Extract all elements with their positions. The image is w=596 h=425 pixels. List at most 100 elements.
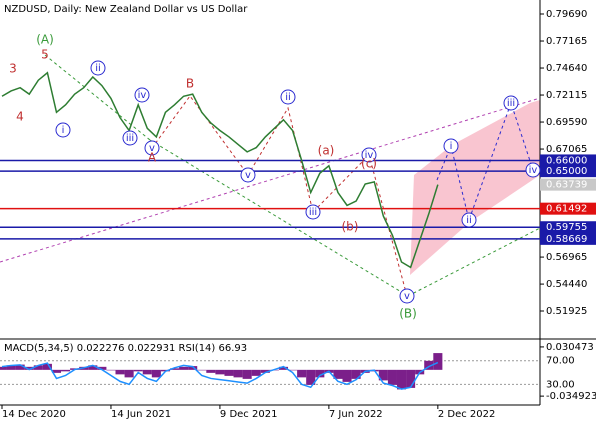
x-tick-label: 7 Jun 2022 [329, 409, 383, 420]
y-tick-label: 0.67065 [546, 144, 587, 155]
trend-line [149, 139, 409, 297]
y-tick-label: 0.74640 [546, 63, 587, 74]
macd-bar [115, 369, 125, 375]
wave-circle [134, 87, 150, 103]
level-label: 0.65000 [546, 166, 587, 177]
price-line [1, 71, 439, 269]
macd-bar [260, 369, 270, 373]
level-tag [540, 165, 596, 178]
wave-label: 5 [41, 48, 49, 62]
trend-line [0, 97, 541, 263]
wave-circle [503, 95, 519, 111]
wave-label: v [245, 170, 251, 181]
y-tick-label: 0.030473 [546, 342, 594, 353]
macd-bar [342, 369, 352, 382]
macd-bar [179, 366, 189, 370]
macd-bar [288, 369, 298, 371]
y-tick-label: 0.69590 [546, 117, 587, 128]
level-tag [540, 232, 596, 245]
macd-bar [333, 369, 343, 379]
rsi-line [1, 361, 439, 390]
macd-bar [206, 369, 216, 373]
level-label: 0.61492 [546, 204, 587, 215]
wave-label: ii [95, 63, 101, 74]
macd-bar [406, 369, 416, 388]
x-tick-label: 14 Dec 2020 [2, 409, 66, 420]
macd-bar [88, 365, 98, 370]
macd-bar [242, 369, 252, 379]
wave-circle [399, 288, 415, 304]
macd-bar [15, 364, 25, 370]
macd-bar [351, 369, 361, 379]
wave-circle [305, 204, 321, 220]
macd-bar [251, 369, 261, 376]
price-label: 0.63739 [546, 180, 587, 191]
macd-bar [188, 366, 198, 370]
macd-bar [424, 360, 434, 370]
wave-label: iv [138, 90, 147, 101]
price-tag [540, 178, 596, 191]
wave-label: iii [309, 207, 317, 218]
macd-bar [215, 369, 225, 375]
macd-bar [396, 369, 407, 390]
macd-bar [278, 366, 289, 370]
wave-circle [361, 147, 377, 163]
wave-label: v [404, 291, 410, 302]
wave-label: A [148, 151, 157, 165]
y-tick-label: 0.56965 [546, 252, 587, 263]
macd-bar [0, 366, 7, 370]
y-tick-label: 0.51925 [546, 306, 587, 317]
macd-bar [151, 369, 161, 378]
wave-label: (b) [342, 220, 359, 234]
wave-circle [55, 122, 71, 138]
wave-circle [443, 138, 459, 154]
macd-bar [306, 369, 316, 385]
forecast-channel [410, 100, 540, 275]
wave-circle [525, 162, 541, 178]
y-tick-label: 0.79690 [546, 9, 587, 20]
macd-bar [315, 369, 325, 378]
level-label: 0.66000 [546, 155, 587, 166]
macd-bar [106, 369, 116, 371]
macd-bar [42, 363, 52, 370]
macd-bar [124, 369, 134, 378]
level-label: 0.58669 [546, 234, 587, 245]
macd-bar [224, 369, 234, 376]
macd-bar [97, 366, 107, 370]
macd-bar [433, 353, 443, 370]
macd-bar [378, 369, 388, 381]
macd-bar [233, 369, 243, 378]
y-tick-label: 0.72115 [546, 90, 587, 101]
wave-label: i [62, 125, 65, 136]
trend-line [407, 227, 541, 297]
macd-bar [61, 369, 71, 372]
wave-label: ii [466, 215, 472, 226]
macd-bar [6, 365, 16, 370]
wave-label: iv [529, 165, 538, 176]
wave-circle [461, 212, 477, 228]
y-tick-label: 0.77165 [546, 36, 587, 47]
level-tag [540, 221, 596, 234]
y-tick-label: -0.034923 [546, 391, 596, 402]
x-tick-label: 14 Jun 2021 [111, 409, 171, 420]
level-tag [540, 154, 596, 167]
y-tick-label: 30.00 [546, 379, 575, 390]
macd-bar [142, 369, 152, 375]
wave-label: (c) [361, 157, 377, 171]
level-tag [540, 202, 596, 215]
wave-circle [240, 167, 256, 183]
wave-label: iv [365, 150, 374, 161]
wave-circle [90, 60, 106, 76]
wave-circle [280, 89, 296, 105]
macd-bar [133, 369, 143, 372]
trend-line [44, 54, 151, 141]
wave-label: (a) [318, 144, 335, 158]
wave-label: B [186, 77, 194, 91]
wave-circle [122, 130, 138, 146]
x-tick-label: 9 Dec 2021 [220, 409, 278, 420]
wave-label: iii [507, 98, 515, 109]
wave-label: (B) [399, 307, 417, 321]
wave-label: ii [285, 92, 291, 103]
macd-bar [169, 368, 180, 370]
